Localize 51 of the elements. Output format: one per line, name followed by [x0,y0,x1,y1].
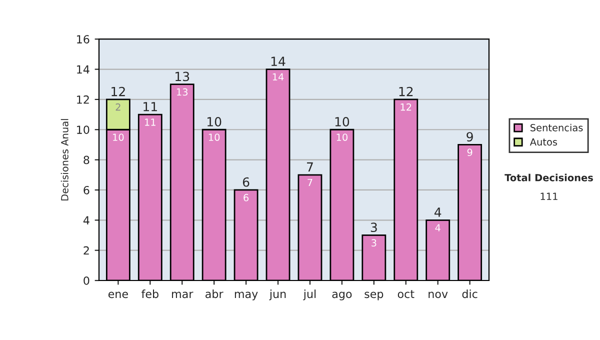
x-tick-label: jun [269,290,286,300]
x-tick-label: nov [428,292,448,298]
data-label: 9 [467,148,472,156]
y-tick-label: 4 [83,216,90,224]
text: Total Decisiones [504,174,593,182]
total-label: 12 [399,86,413,96]
total-label: 10 [208,116,222,126]
y-tick-label: 0 [84,276,90,285]
total-label: 13 [176,72,190,82]
total-label: 3 [370,222,377,232]
x-tick-label: jul [303,290,316,300]
data-label: 4 [435,224,440,232]
total-label: 9 [466,132,473,142]
total-label: 4 [434,208,442,217]
total-label: 14 [271,56,286,66]
data-label: 10 [208,134,220,141]
legend-label: Sentencias [530,124,583,132]
legend-label: Autos [530,138,558,146]
y-tick-label: 10 [77,126,90,134]
data-label: 6 [244,194,249,202]
data-label: 10 [336,134,348,141]
x-tick-label: oct [398,290,414,298]
data-label: 14 [272,73,284,80]
data-label: 3 [372,239,376,247]
total-label: 11 [144,102,157,112]
x-tick-label: abr [206,290,224,298]
total-label: 10 [335,116,350,126]
x-tick-label: feb [142,290,158,298]
text: 111 [540,192,558,200]
y-tick-label: 8 [84,156,90,164]
x-tick-label: ene [108,292,128,298]
y-tick-label: 14 [77,65,90,74]
y-tick-label: 12 [77,95,89,104]
x-tick-label: sep [364,292,384,300]
total-label: 6 [242,177,250,187]
y-axis-title: Decisiones Anual [60,119,68,200]
total-label: 12 [112,86,125,96]
x-tick-label: may [234,292,258,300]
y-tick-label: 16 [77,35,90,44]
data-label: 13 [176,88,188,96]
data-label: 7 [308,178,312,186]
x-tick-label: dic [462,290,478,298]
total-label: 7 [307,162,313,172]
y-tick-label: 2 [84,246,89,255]
x-tick-label: mar [172,292,194,298]
data-label: 10 [113,134,124,141]
data-label: 2 [116,103,120,111]
data-label: 11 [145,118,156,126]
y-tick-label: 6 [84,186,90,194]
x-tick-label: ago [332,292,352,300]
data-label: 12 [400,103,412,111]
